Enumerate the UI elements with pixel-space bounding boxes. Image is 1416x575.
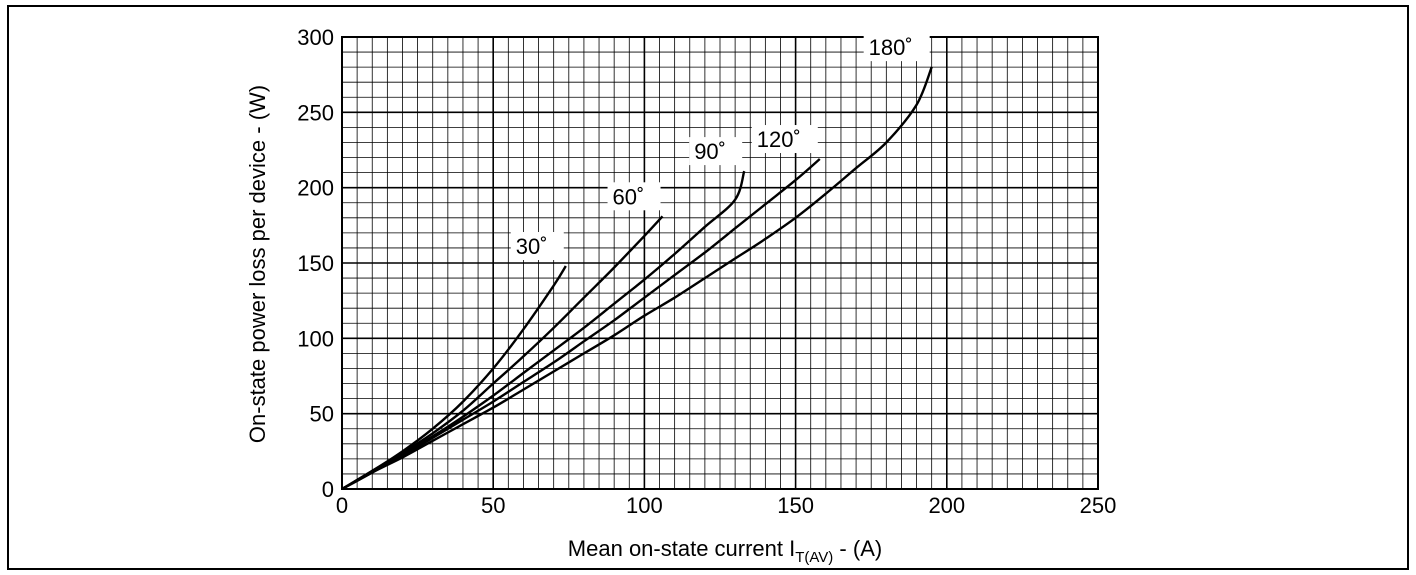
series-line: [341, 158, 821, 491]
curve-labels: 30˚ 60˚ 90˚ 120˚ 180˚: [510, 33, 930, 261]
series-label-box: [751, 125, 818, 154]
major-grid: [341, 36, 1099, 490]
series-line: [341, 170, 746, 491]
series-label: 60˚: [613, 184, 645, 209]
x-tick-label: 0: [336, 493, 348, 518]
x-tick-label: 100: [626, 493, 663, 518]
series-label: 180˚: [869, 35, 913, 60]
curves: [341, 66, 933, 491]
series-label-box: [607, 182, 661, 211]
x-tick-label: 50: [481, 493, 505, 518]
x-axis-ticks: 0 50 100 150 200 250: [336, 493, 1116, 518]
y-tick-label: 300: [297, 25, 334, 50]
y-axis-title: On-state power loss per device - (W): [245, 85, 270, 443]
series-line: [341, 215, 664, 491]
x-axis-title: Mean on-state current IT(AV) - (A): [568, 536, 882, 566]
series-label: 120˚: [757, 127, 801, 152]
x-tick-label: 200: [928, 493, 965, 518]
plot-border: [341, 36, 1099, 490]
series-line: [341, 66, 933, 491]
series-label-box: [689, 137, 743, 166]
series-label-box: [863, 33, 930, 62]
x-tick-label: 250: [1080, 493, 1117, 518]
y-tick-label: 250: [297, 100, 334, 125]
y-tick-label: 150: [297, 251, 334, 276]
y-tick-label: 50: [310, 402, 334, 427]
y-axis-ticks: 0 50 100 150 200 250 300: [297, 25, 334, 502]
chart-frame: [7, 5, 1409, 570]
x-tick-label: 150: [777, 493, 814, 518]
y-tick-label: 100: [297, 326, 334, 351]
series-label-box: [510, 232, 564, 261]
y-tick-label: 0: [322, 477, 334, 502]
series-label: 90˚: [694, 139, 726, 164]
y-tick-label: 200: [297, 176, 334, 201]
series-label: 30˚: [516, 234, 548, 259]
